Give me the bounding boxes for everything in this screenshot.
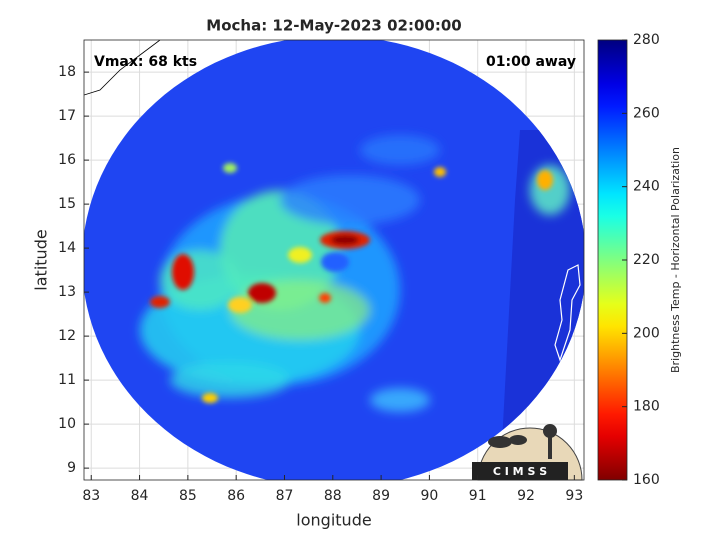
x-tick-label: 84 [131,488,149,504]
y-tick-label: 17 [58,108,76,124]
colorbar-tick-label: 160 [633,472,660,488]
x-tick-label: 93 [565,488,583,504]
colorbar-label: Brightness Temp - Horizontal Polarizatio… [669,147,682,373]
chart-title: Mocha: 12-May-2023 02:00:00 [206,17,461,35]
colorbar-tick-label: 220 [633,252,660,268]
plot-border [83,39,585,481]
y-axis-label: latitude [32,229,51,290]
y-tick-label: 11 [58,372,76,388]
y-tick-label: 12 [58,328,76,344]
x-tick-label: 92 [517,488,535,504]
y-tick-label: 14 [58,240,76,256]
y-tick-label: 15 [58,196,76,212]
y-tick-label: 10 [58,416,76,432]
x-tick-label: 88 [324,488,342,504]
colorbar-tick-label: 280 [633,32,660,48]
colorbar-tick-label: 180 [633,399,660,415]
x-axis-label: longitude [296,511,371,530]
annotation: 01:00 away [486,54,576,70]
y-tick-label: 13 [58,284,76,300]
coastline [84,40,161,96]
x-tick-label: 85 [179,488,197,504]
colorbar-tick-label: 260 [633,105,660,121]
x-tick-label: 90 [420,488,438,504]
satellite-image [84,40,584,480]
y-tick-label: 18 [58,64,76,80]
logo-text: C I M S S [493,465,547,478]
island [543,387,555,403]
x-tick-label: 83 [82,488,100,504]
y-tick-label: 9 [67,460,76,476]
colorbar-tick-label: 240 [633,179,660,195]
logo: C I M S S [472,424,583,481]
annotation: Vmax: 68 kts [94,54,197,70]
swath-features [140,130,584,480]
y-tick-label: 16 [58,152,76,168]
colorbar-tick-label: 200 [633,325,660,341]
x-tick-label: 87 [276,488,294,504]
x-tick-label: 89 [372,488,390,504]
islands [554,264,581,362]
x-tick-label: 91 [469,488,487,504]
x-tick-label: 86 [227,488,245,504]
